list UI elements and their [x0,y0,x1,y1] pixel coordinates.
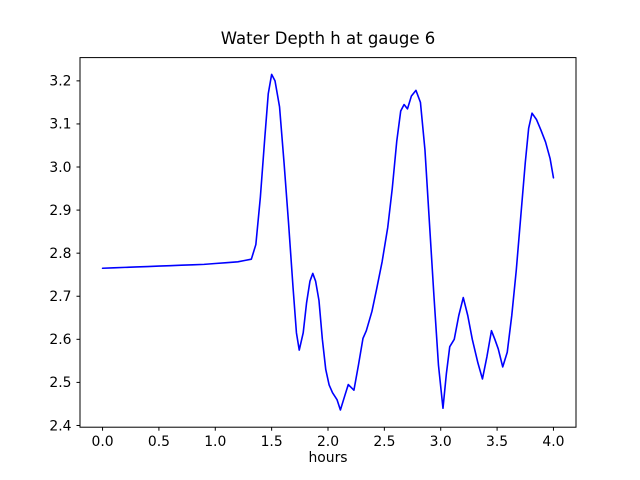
y-tick-label: 2.9 [49,203,71,219]
y-tick-label: 2.8 [49,246,71,262]
x-axis-label: hours [308,450,348,466]
x-tick-label: 1.0 [204,434,226,450]
axes-spines [79,57,577,428]
series-line-water-depth-h-gauge-6 [101,73,555,411]
x-tick-label: 1.5 [261,434,283,450]
y-tick-label: 3.0 [49,160,71,176]
y-tick-label: 2.6 [49,332,71,348]
y-tick-label: 2.7 [49,289,71,305]
x-tick-label: 0.0 [91,434,113,450]
x-tick-label: 3.0 [430,434,452,450]
x-tick-label: 2.5 [373,434,395,450]
x-tick-label: 4.0 [542,434,564,450]
y-tick-label: 2.4 [49,418,71,434]
y-tick-label: 3.1 [49,117,71,133]
y-tick-label: 2.5 [49,375,71,391]
x-tick-label: 0.5 [148,434,170,450]
chart-title: Water Depth h at gauge 6 [220,29,436,48]
x-tick-label: 3.5 [486,434,508,450]
x-tick-label: 2.0 [317,434,339,450]
y-tick-label: 3.2 [49,74,71,90]
